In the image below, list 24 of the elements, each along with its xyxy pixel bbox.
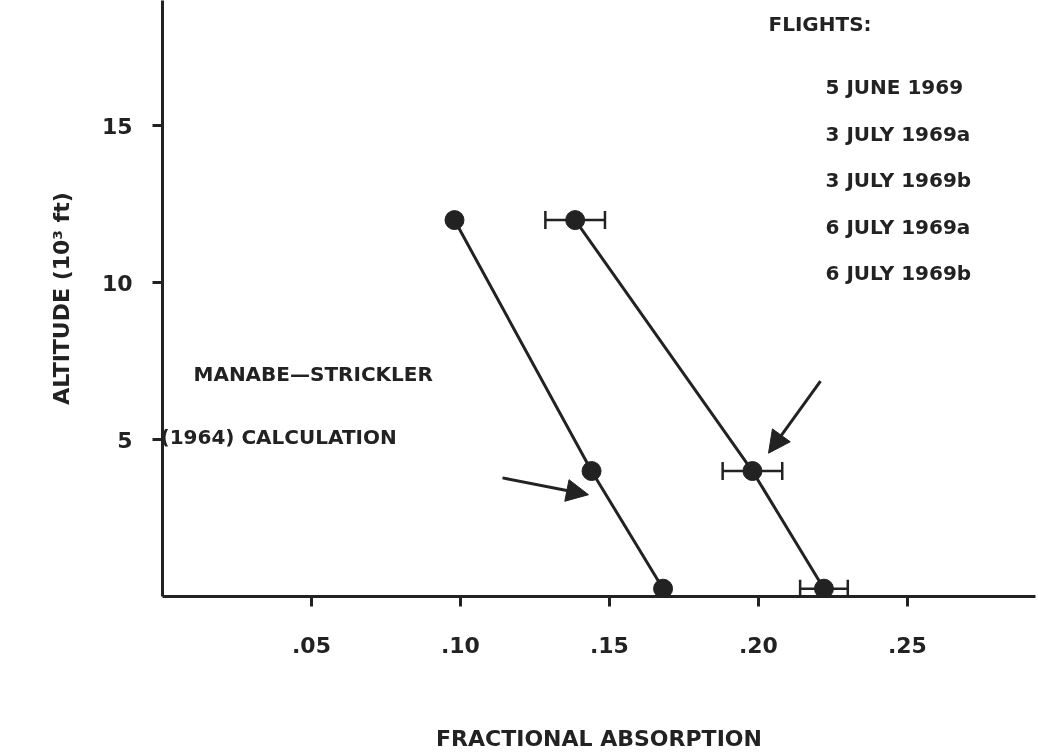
point	[581, 461, 602, 482]
annotation: 3 JULY 1969b	[825, 168, 972, 193]
annotation: 6 JULY 1969a	[825, 214, 971, 239]
x-tick-label: .25	[887, 632, 927, 658]
annotation: 5 JUNE 1969	[825, 75, 964, 100]
annotation: (1964) CALCULATION	[160, 425, 397, 450]
y-axis-title: ALTITUDE (10³ ft)	[48, 192, 74, 405]
annotation: MANABE—STRICKLER	[193, 362, 433, 387]
point	[653, 578, 674, 597]
x-tick-label: .10	[440, 632, 480, 658]
x-tick-label: .05	[291, 632, 331, 658]
y-tick-label: 10	[101, 270, 133, 296]
y-tick-label: 5	[117, 427, 133, 453]
point	[742, 461, 763, 482]
annotation: FLIGHTS:	[768, 12, 872, 37]
annotation: 6 JULY 1969b	[825, 261, 972, 286]
point	[565, 210, 586, 231]
x-tick-label: .15	[589, 632, 629, 658]
point	[444, 210, 465, 231]
y-tick-label: 15	[101, 113, 133, 139]
x-axis-title: FRACTIONAL ABSORPTION	[436, 725, 762, 751]
x-tick-label: .20	[738, 632, 778, 658]
annotation: 3 JULY 1969a	[825, 121, 971, 146]
point	[813, 578, 834, 597]
